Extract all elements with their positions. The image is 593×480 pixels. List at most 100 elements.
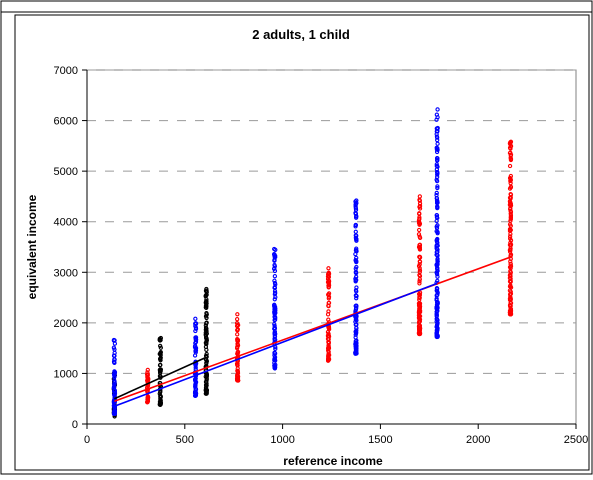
- data-point: [204, 351, 209, 357]
- data-point: [435, 126, 440, 131]
- data-point: [193, 345, 199, 351]
- data-point: [434, 317, 440, 322]
- data-point: [204, 340, 209, 345]
- data-point: [434, 218, 439, 224]
- data-point: [272, 266, 277, 271]
- data-point: [417, 242, 423, 248]
- data-point: [353, 288, 359, 293]
- data-point: [193, 340, 198, 346]
- data-point: [417, 301, 422, 306]
- data-point: [235, 368, 240, 374]
- data-points: [111, 107, 514, 419]
- data-point: [112, 360, 117, 365]
- data-point: [434, 145, 439, 150]
- data-point: [354, 201, 359, 206]
- data-point: [417, 281, 422, 286]
- data-point: [354, 293, 359, 299]
- y-tick-label: 1000: [54, 368, 78, 380]
- data-point: [508, 303, 513, 309]
- data-point: [272, 289, 278, 294]
- data-point: [508, 276, 513, 281]
- data-point: [434, 190, 439, 196]
- data-point: [435, 115, 440, 120]
- chart-title: 2 adults, 1 child: [252, 27, 350, 42]
- data-point: [434, 162, 439, 167]
- trend-lines: [114, 256, 511, 408]
- data-point: [326, 266, 331, 271]
- data-point: [507, 234, 513, 239]
- top-strip-border: [0, 0, 593, 13]
- data-point: [435, 278, 440, 283]
- data-point: [435, 320, 440, 326]
- data-point: [353, 258, 358, 263]
- data-point: [434, 324, 439, 330]
- data-point: [434, 307, 440, 312]
- data-point: [417, 216, 422, 222]
- data-point: [158, 400, 163, 406]
- data-point: [354, 238, 359, 243]
- data-point: [235, 322, 241, 328]
- data-point: [416, 232, 422, 237]
- data-point: [435, 164, 440, 169]
- data-point: [326, 348, 331, 353]
- data-point: [416, 263, 422, 269]
- data-point: [203, 388, 208, 393]
- data-point: [158, 362, 163, 368]
- data-point: [193, 335, 198, 340]
- data-point: [508, 231, 513, 237]
- data-point: [417, 323, 423, 328]
- data-point: [417, 211, 422, 216]
- data-point: [112, 369, 118, 375]
- data-point: [434, 196, 440, 201]
- data-point: [235, 351, 240, 356]
- data-point: [434, 149, 440, 155]
- data-point: [145, 367, 150, 373]
- data-point: [354, 296, 359, 301]
- data-point: [435, 259, 440, 264]
- data-point: [507, 247, 513, 253]
- data-point: [507, 175, 513, 181]
- x-tick-label: 1000: [270, 434, 294, 446]
- data-point: [353, 270, 358, 275]
- data-point: [435, 301, 440, 306]
- data-point: [145, 394, 151, 399]
- data-point: [112, 341, 118, 346]
- data-point: [193, 365, 198, 370]
- data-point: [272, 262, 277, 268]
- data-point: [508, 283, 513, 288]
- data-point: [508, 202, 513, 207]
- data-point: [193, 384, 198, 389]
- data-point: [272, 280, 278, 286]
- data-point: [326, 291, 332, 296]
- data-point: [326, 340, 331, 346]
- data-point: [193, 350, 198, 355]
- data-point: [273, 294, 278, 300]
- data-point: [353, 211, 358, 216]
- data-point: [507, 227, 513, 232]
- data-point: [145, 399, 150, 405]
- y-axis-ticks: 0 1000 2000 3000 4000 5000 6000 7000: [54, 65, 87, 431]
- y-tick-label: 6000: [54, 116, 78, 128]
- data-point: [193, 316, 198, 321]
- data-point: [272, 308, 278, 314]
- data-point: [508, 243, 513, 248]
- data-point: [417, 268, 423, 273]
- data-point: [112, 383, 117, 389]
- data-point: [435, 107, 440, 112]
- data-point: [326, 333, 331, 338]
- data-point: [417, 221, 422, 226]
- data-point: [434, 328, 440, 334]
- data-point: [353, 206, 359, 211]
- data-point: [326, 325, 332, 331]
- data-point: [508, 217, 514, 222]
- data-point: [508, 278, 513, 284]
- y-tick-label: 5000: [54, 166, 78, 178]
- data-point: [435, 184, 440, 189]
- data-point: [235, 373, 240, 378]
- data-point: [417, 206, 423, 211]
- data-point: [272, 303, 277, 309]
- data-point: [204, 312, 209, 317]
- x-tick-label: 500: [176, 434, 194, 446]
- data-point: [434, 286, 440, 291]
